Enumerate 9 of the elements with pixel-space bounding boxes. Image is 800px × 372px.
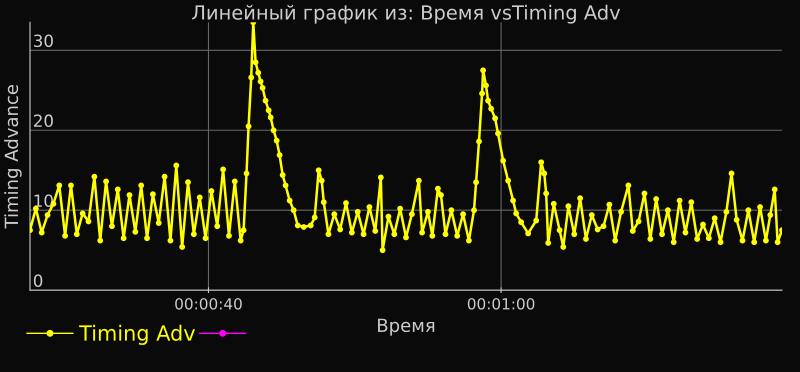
y-tick-label: 0 — [34, 274, 42, 287]
legend-label: Timing Adv — [79, 324, 195, 345]
x-tick-label: 00:01:00 — [468, 298, 534, 310]
y-tick-label: 30 — [34, 34, 53, 48]
chart-title: Линейный график из: Время vsTiming Adv — [192, 4, 620, 24]
y-axis-title: Timing Advance — [4, 84, 22, 229]
x-tick-label: 00:00:40 — [175, 298, 242, 310]
x-axis-title: Время — [378, 318, 434, 336]
y-tick-label: 20 — [34, 114, 53, 128]
